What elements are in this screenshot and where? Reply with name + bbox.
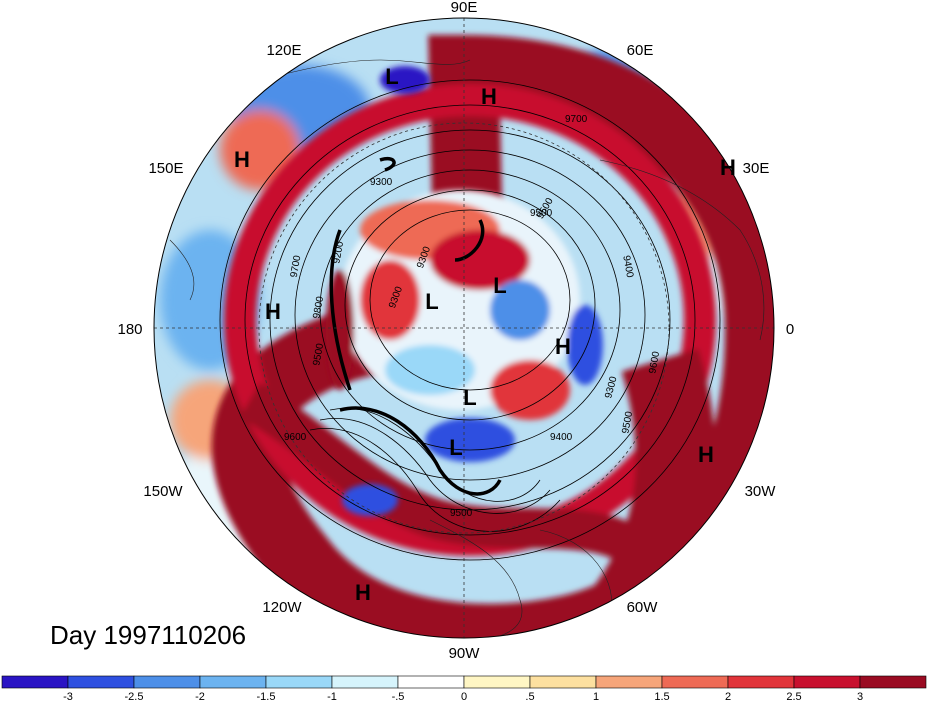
contour-label: 9400	[620, 255, 635, 279]
high-marker: H	[698, 442, 714, 467]
lon-label-90w: 90W	[449, 645, 481, 662]
contour-label: 9300	[370, 177, 393, 188]
colorbar-tick-label: -1	[327, 691, 337, 702]
colorbar-tick-label: -2	[195, 691, 205, 702]
lon-label-60w: 60W	[627, 599, 659, 616]
contour-label: 9200	[331, 240, 346, 264]
jet-contours	[329, 157, 502, 496]
lon-label-120e: 120E	[266, 42, 301, 59]
colorbar-swatch	[727, 675, 795, 689]
contour-label: 9700	[565, 114, 588, 125]
colorbar-swatch	[529, 675, 597, 689]
high-marker: H	[555, 334, 571, 359]
coastlines	[169, 59, 765, 638]
anomaly-field	[154, 18, 774, 638]
lon-label-0: 0	[786, 321, 794, 338]
contour-label: 9800	[311, 295, 326, 319]
graticule	[154, 18, 774, 638]
colorbar-tick-label: -.5	[392, 691, 405, 702]
high-marker: H	[355, 580, 371, 605]
day-label: Day 1997110206	[50, 620, 247, 650]
colorbar-swatch	[331, 675, 399, 689]
high-marker: H	[265, 299, 281, 324]
low-marker: L	[385, 64, 398, 89]
high-marker: H	[234, 147, 250, 172]
contour-label: 9700	[289, 254, 304, 278]
lon-label-30e: 30E	[743, 160, 770, 177]
colorbar-swatch	[463, 675, 531, 689]
colorbar-swatch	[265, 675, 333, 689]
colorbar: -3 -2.5 -2 -1.5 -1 -.5 0 .5 1 1.5 2 2.5 3	[1, 675, 927, 702]
colorbar-tick-label: -3	[63, 691, 73, 702]
contour-label: 9500	[311, 342, 326, 366]
low-marker: L	[425, 289, 438, 314]
contour-labels: 9700 9300 9500 9700 9500 9400 9300 9500 …	[284, 114, 662, 519]
colorbar-swatch	[859, 675, 927, 689]
lon-label-150e: 150E	[148, 160, 183, 177]
colorbar-tick-label: 2	[725, 691, 731, 702]
colorbar-swatch	[595, 675, 663, 689]
high-marker: H	[720, 155, 736, 180]
colorbar-swatch	[397, 675, 465, 689]
colorbar-tick-label: 1	[593, 691, 599, 702]
high-marker: H	[481, 84, 497, 109]
colorbar-tick-label: -2.5	[125, 691, 144, 702]
colorbar-tick-label: 0	[461, 691, 467, 702]
contour-label: 9600	[647, 350, 662, 374]
colorbar-swatch	[67, 675, 135, 689]
colorbar-tick-label: 3	[857, 691, 863, 702]
colorbar-swatch	[1, 675, 69, 689]
colorbar-tick-label: 2.5	[786, 691, 801, 702]
lon-label-90e: 90E	[451, 0, 478, 16]
contour-label: 9500	[620, 410, 635, 434]
pressure-markers: L H H H H L L H L L H H H	[234, 64, 736, 605]
colorbar-tick-label: .5	[525, 691, 534, 702]
lon-label-150w: 150W	[143, 483, 183, 500]
colorbar-swatch	[133, 675, 201, 689]
colorbar-swatch	[199, 675, 267, 689]
colorbar-tick-label: 1.5	[654, 691, 669, 702]
lon-label-30w: 30W	[745, 483, 777, 500]
colorbar-tick-label: -1.5	[257, 691, 276, 702]
colorbar-swatch	[793, 675, 861, 689]
low-marker: L	[493, 273, 506, 298]
contour-label: 9500	[450, 508, 473, 519]
low-marker: L	[449, 435, 462, 460]
lon-label-120w: 120W	[262, 599, 302, 616]
colorbar-swatch	[661, 675, 729, 689]
low-marker: L	[463, 385, 476, 410]
lon-label-180: 180	[117, 321, 142, 338]
contour-label: 9600	[284, 432, 307, 443]
contour-label: 9400	[550, 432, 573, 443]
map-border	[153, 17, 775, 639]
lon-label-60e: 60E	[627, 42, 654, 59]
contour-label: 9500	[530, 208, 553, 219]
height-contours	[219, 79, 721, 561]
longitude-labels: 90E 60E 30E 0 30W 60W 90W 120W 150W 180 …	[117, 0, 794, 662]
